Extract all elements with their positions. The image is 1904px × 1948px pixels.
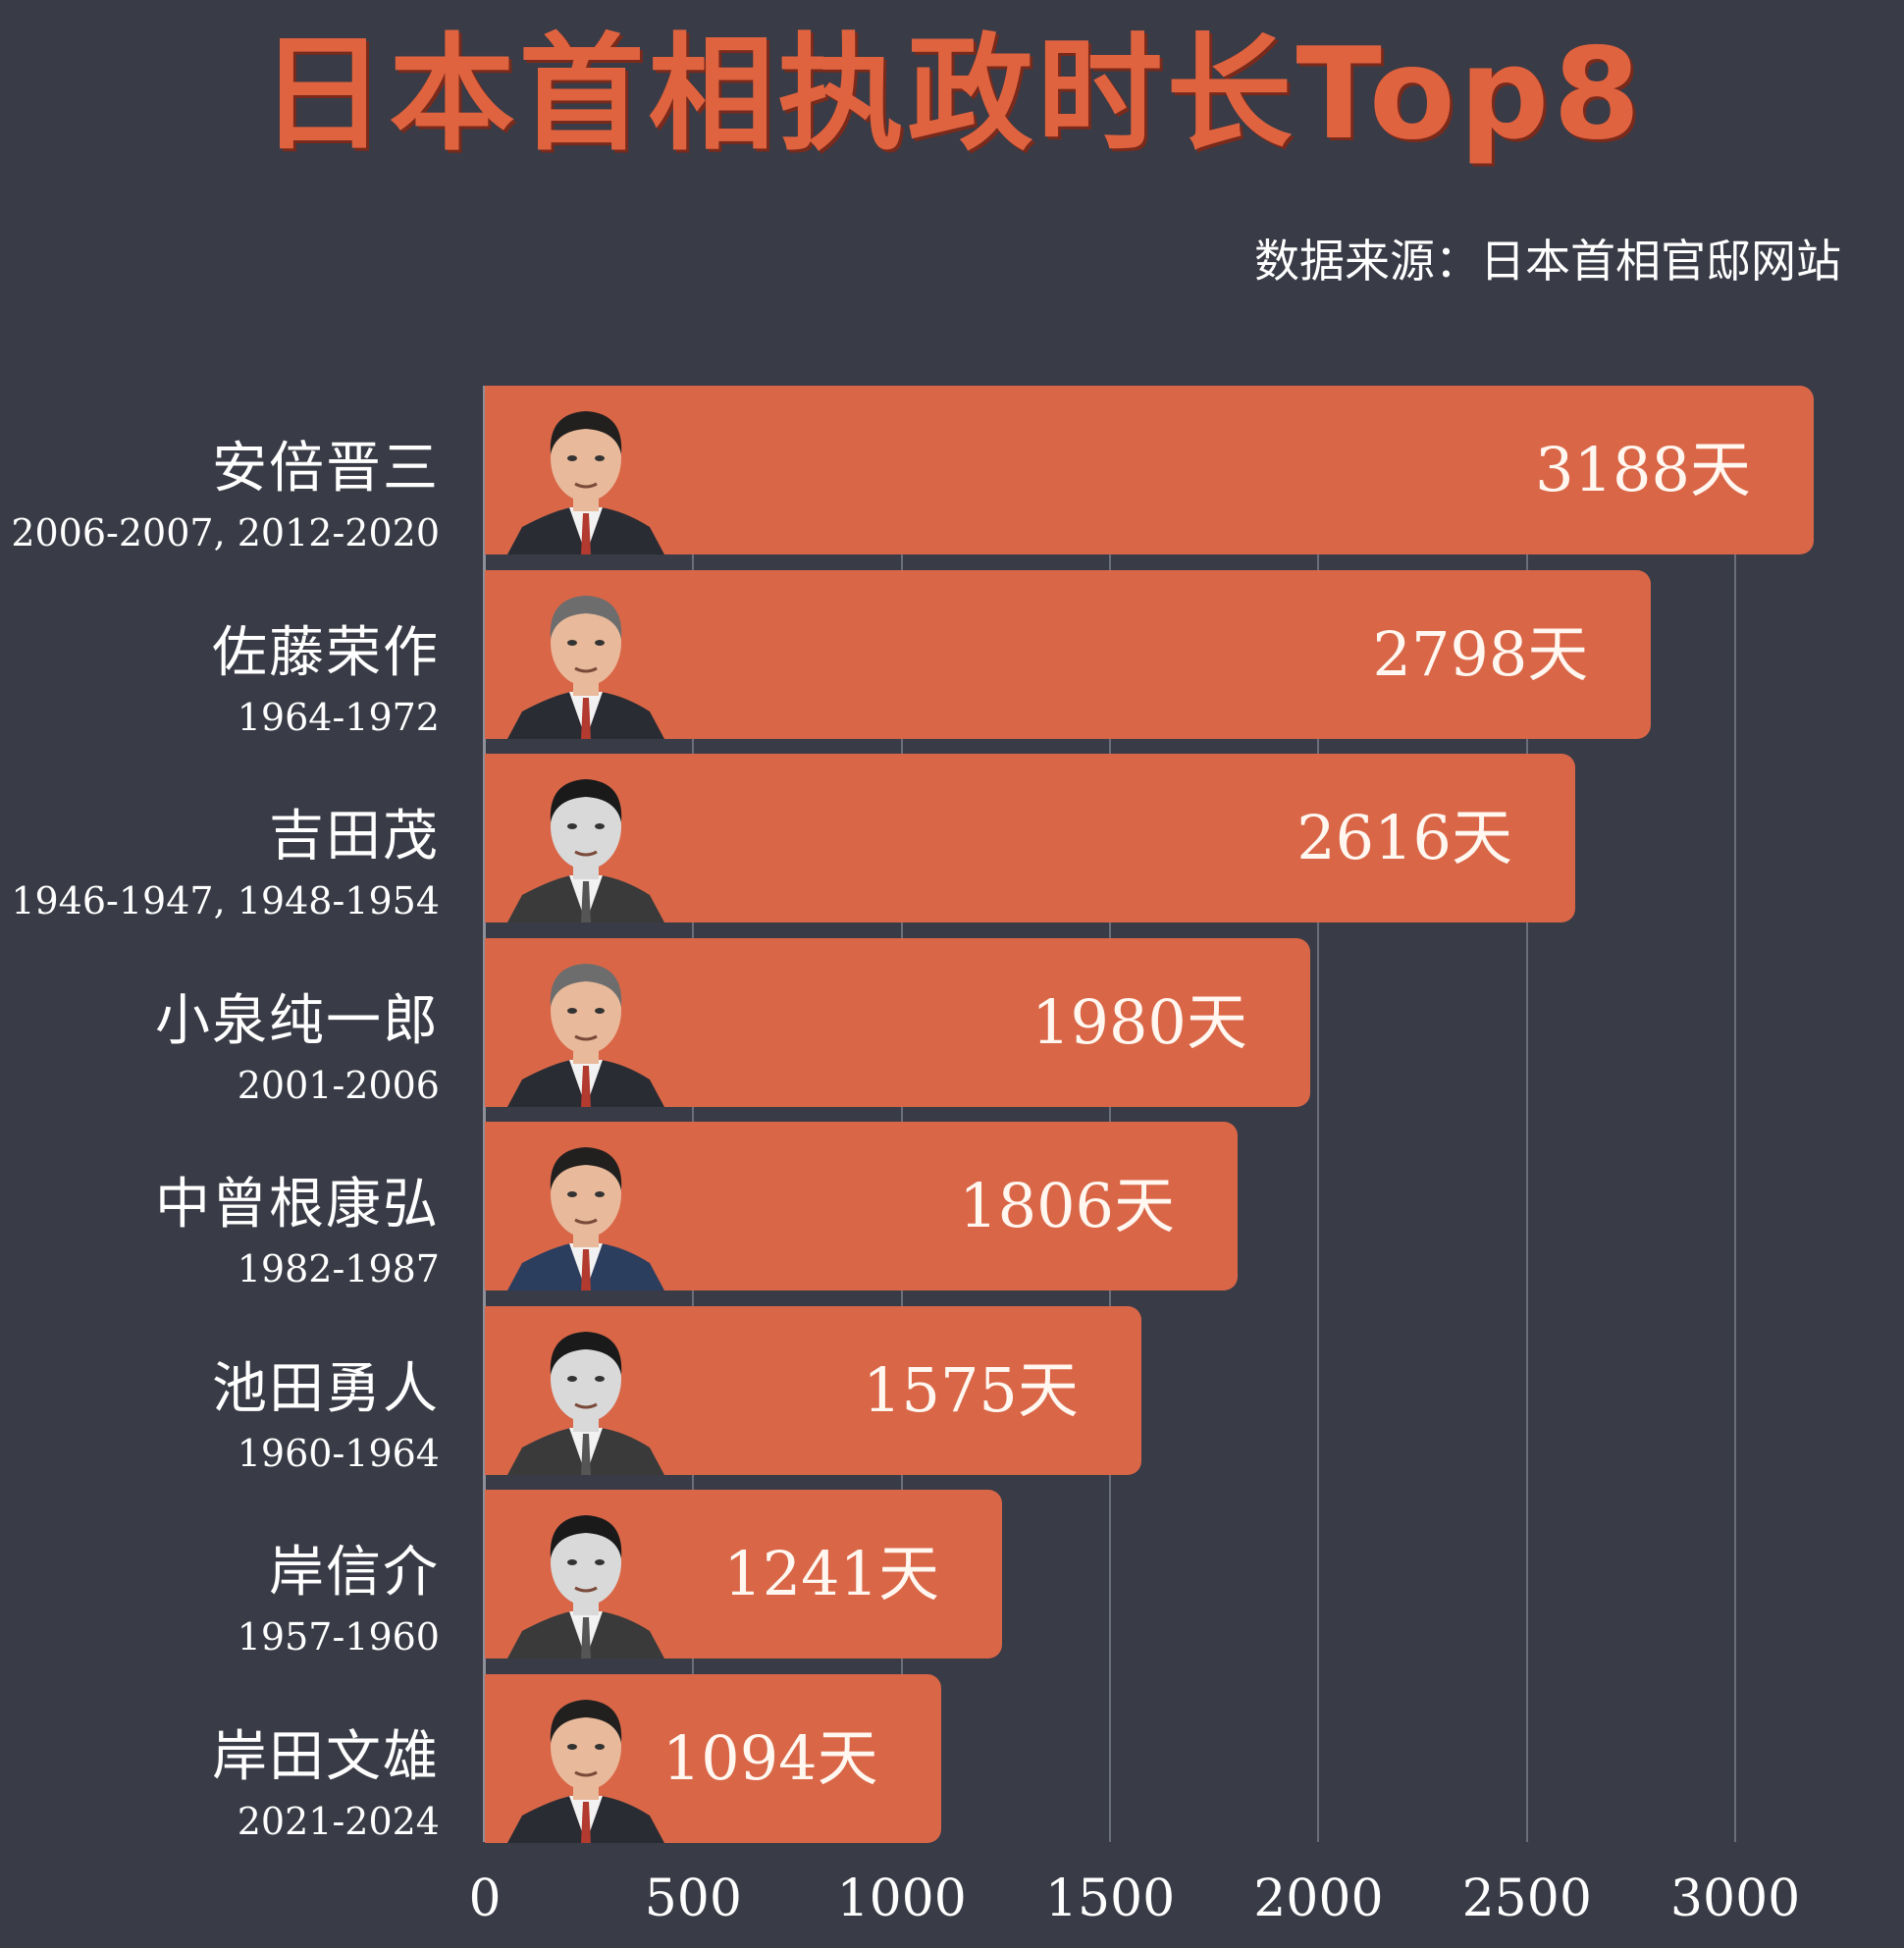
kishi-nobusuke-portrait xyxy=(502,1501,669,1658)
bar: 3188天 xyxy=(485,386,1814,554)
pm-name: 中曾根康弘 xyxy=(155,1173,440,1237)
gridline-3000 xyxy=(1734,386,1737,1842)
term-years: 1960-1964 xyxy=(237,1431,440,1475)
bar-value-label: 1806天 xyxy=(959,1170,1175,1241)
bar-value-label: 1094天 xyxy=(661,1721,878,1794)
bar-value-label: 2798天 xyxy=(1372,617,1589,690)
kishida-fumio-portrait xyxy=(502,1686,669,1843)
category-label: 岸田文雄 2021-2024 xyxy=(212,1723,440,1845)
pm-name: 佐藤荣作 xyxy=(212,620,440,685)
gridline-500 xyxy=(692,386,695,1842)
category-label: 佐藤荣作 1964-1972 xyxy=(212,619,440,741)
abe-shinzo-portrait xyxy=(502,397,669,554)
category-label: 岸信介 1957-1960 xyxy=(238,1539,440,1660)
x-tick-label: 3000 xyxy=(1669,1869,1801,1928)
pm-name: 池田勇人 xyxy=(212,1356,440,1421)
term-years: 1982-1987 xyxy=(237,1247,440,1290)
bar: 1241天 xyxy=(485,1490,1003,1658)
category-label: 安倍晋三 2006-2007, 2012-2020 xyxy=(11,435,440,556)
bar: 1980天 xyxy=(485,937,1310,1107)
bar: 1575天 xyxy=(485,1305,1141,1475)
pm-name: 小泉纯一郎 xyxy=(155,988,440,1053)
category-label: 池田勇人 1960-1964 xyxy=(212,1355,440,1477)
term-years: 2021-2024 xyxy=(237,1799,440,1843)
term-years: 2001-2006 xyxy=(237,1063,440,1107)
gridline-2500 xyxy=(1525,386,1528,1842)
sato-eisaku-portrait xyxy=(502,582,669,739)
nakasone-yasuhiro-portrait xyxy=(502,1133,669,1290)
x-tick-label: 1500 xyxy=(1044,1869,1176,1928)
pm-name: 岸田文雄 xyxy=(212,1724,440,1789)
bar: 1806天 xyxy=(485,1122,1238,1290)
bar-value-label: 1575天 xyxy=(863,1353,1079,1426)
bar: 2616天 xyxy=(485,754,1575,922)
pm-name: 吉田茂 xyxy=(269,805,440,869)
koizumi-junichiro-portrait xyxy=(502,950,669,1107)
bar-value-label: 1241天 xyxy=(723,1538,940,1609)
pm-name: 安倍晋三 xyxy=(212,437,440,500)
term-years: 1946-1947, 1948-1954 xyxy=(11,879,440,922)
x-tick-label: 1000 xyxy=(836,1869,967,1928)
bar-value-label: 1980天 xyxy=(1031,985,1247,1058)
term-years: 2006-2007, 2012-2020 xyxy=(11,511,440,554)
gridline-1500 xyxy=(1109,386,1112,1842)
bar-value-label: 2616天 xyxy=(1296,802,1512,873)
bar-value-label: 3188天 xyxy=(1535,434,1751,505)
x-tick-label: 2000 xyxy=(1253,1869,1384,1928)
gridline-1000 xyxy=(900,386,903,1842)
chart-title: 日本首相执政时长Top8 xyxy=(259,22,1645,168)
gridline-2000 xyxy=(1317,386,1320,1842)
bar: 1094天 xyxy=(485,1673,941,1843)
pm-name: 岸信介 xyxy=(269,1541,440,1605)
y-axis-line xyxy=(483,386,486,1842)
term-years: 1957-1960 xyxy=(237,1615,440,1658)
category-label: 吉田茂 1946-1947, 1948-1954 xyxy=(11,803,440,924)
ikeda-hayato-portrait xyxy=(502,1318,669,1475)
data-source-note: 数据来源：日本首相官邸网站 xyxy=(1254,235,1841,288)
x-tick-label: 2500 xyxy=(1461,1869,1592,1928)
term-years: 1964-1972 xyxy=(237,695,440,739)
category-label: 小泉纯一郎 2001-2006 xyxy=(155,987,440,1109)
x-tick-label: 0 xyxy=(468,1869,502,1928)
yoshida-shigeru-portrait xyxy=(502,765,669,922)
x-tick-label: 500 xyxy=(644,1869,742,1928)
bar: 2798天 xyxy=(485,569,1652,739)
category-label: 中曾根康弘 1982-1987 xyxy=(155,1171,440,1292)
